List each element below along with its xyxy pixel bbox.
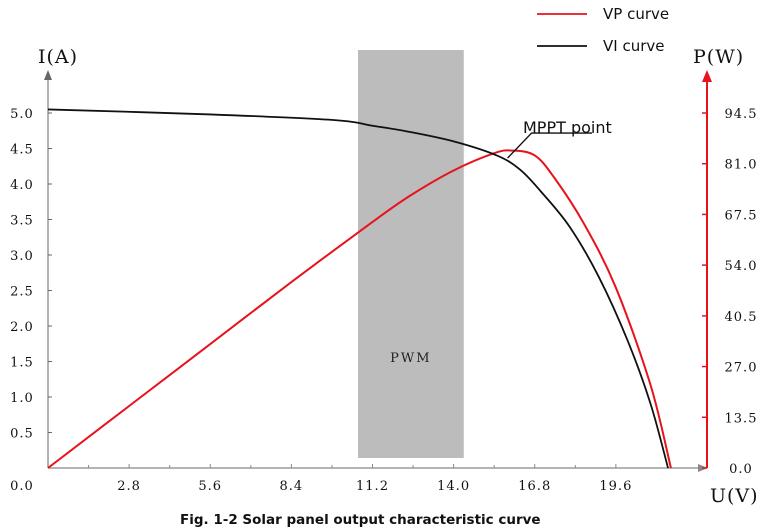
y-left-tick-label: 0.5 (10, 427, 34, 442)
y-right-tick-label: 81.0 (725, 158, 758, 173)
y-left-tick-label: 1.0 (10, 391, 34, 406)
y-right-tick-label: 94.5 (725, 107, 758, 122)
y-left-tick-label: 2.5 (10, 285, 34, 300)
legend: VP curve VI curve (537, 5, 669, 55)
y-left-tick-label: 3.5 (10, 214, 34, 229)
x-ticks: 0.0 2.8 5.6 8.4 11.2 14.0 16.8 19.6 (10, 464, 632, 494)
mppt-point-label: MPPT point (523, 118, 612, 137)
y-left-axis-arrow (44, 70, 52, 80)
legend-label: VI curve (603, 37, 664, 55)
y-right-tick-label: 13.5 (725, 411, 758, 426)
pwm-band (358, 50, 464, 458)
x-axis-title: U(V) (710, 485, 759, 507)
y-right-tick-label: 67.5 (725, 208, 758, 223)
y-right-tick-label: 54.0 (725, 259, 758, 274)
y-left-tick-label: 3.0 (10, 249, 34, 264)
y-right-ticks: 0.0 13.5 27.0 40.5 54.0 67.5 81.0 94.5 (702, 107, 758, 477)
y-right-tick-label: 40.5 (725, 310, 758, 325)
x-tick-label: 0.0 (10, 479, 34, 494)
y-right-axis-title: P(W) (693, 46, 744, 68)
x-tick-label: 11.2 (356, 479, 389, 494)
y-left-tick-label: 1.5 (10, 356, 34, 371)
y-left-tick-label: 2.0 (10, 320, 34, 335)
y-left-tick-label: 4.0 (10, 178, 34, 193)
x-tick-label: 5.6 (198, 479, 222, 494)
vi-curve (47, 108, 669, 469)
y-right-tick-label: 0.0 (729, 462, 753, 477)
mppt-leader-line (507, 132, 592, 159)
figure-caption: Fig. 1-2 Solar panel output characterist… (180, 512, 541, 528)
pwm-band-label: PWM (390, 351, 431, 366)
x-tick-label: 2.8 (117, 479, 141, 494)
legend-label: VP curve (603, 5, 669, 23)
y-left-tick-label: 5.0 (10, 107, 34, 122)
x-tick-label: 19.6 (599, 479, 632, 494)
x-tick-label: 16.8 (518, 479, 551, 494)
axes (44, 70, 712, 472)
y-left-ticks: 0.5 1.0 1.5 2.0 2.5 3.0 3.5 4.0 4.5 5.0 (10, 107, 52, 442)
vp-curve (47, 149, 672, 469)
x-tick-label: 8.4 (280, 479, 304, 494)
y-right-axis-arrow (702, 70, 712, 82)
y-right-tick-label: 27.0 (725, 361, 758, 376)
y-left-axis-title: I(A) (38, 46, 78, 68)
x-tick-label: 14.0 (437, 479, 470, 494)
y-left-tick-label: 4.5 (10, 143, 34, 158)
